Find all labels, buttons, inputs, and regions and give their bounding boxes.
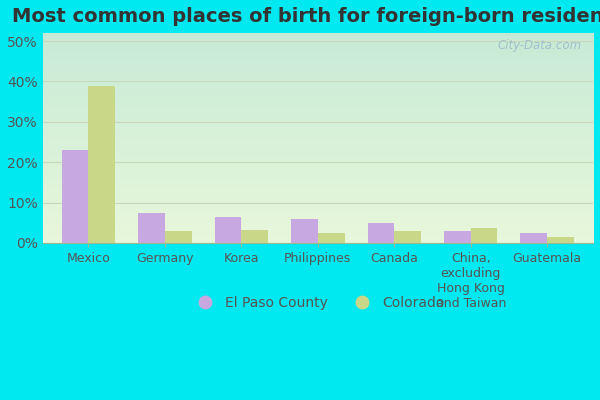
Bar xyxy=(291,219,318,243)
Legend: El Paso County, Colorado: El Paso County, Colorado xyxy=(186,291,450,316)
Text: City-Data.com: City-Data.com xyxy=(498,39,582,52)
Bar xyxy=(88,86,115,243)
Bar xyxy=(318,233,344,243)
Bar xyxy=(547,237,574,243)
Bar xyxy=(520,233,547,243)
Bar xyxy=(394,231,421,243)
Title: Most common places of birth for foreign-born residents: Most common places of birth for foreign-… xyxy=(11,7,600,26)
Bar xyxy=(138,213,165,243)
Bar xyxy=(241,230,268,243)
Bar xyxy=(368,223,394,243)
Bar xyxy=(471,228,497,243)
Bar xyxy=(215,217,241,243)
Bar xyxy=(444,231,471,243)
Bar xyxy=(62,150,88,243)
Bar xyxy=(165,231,191,243)
